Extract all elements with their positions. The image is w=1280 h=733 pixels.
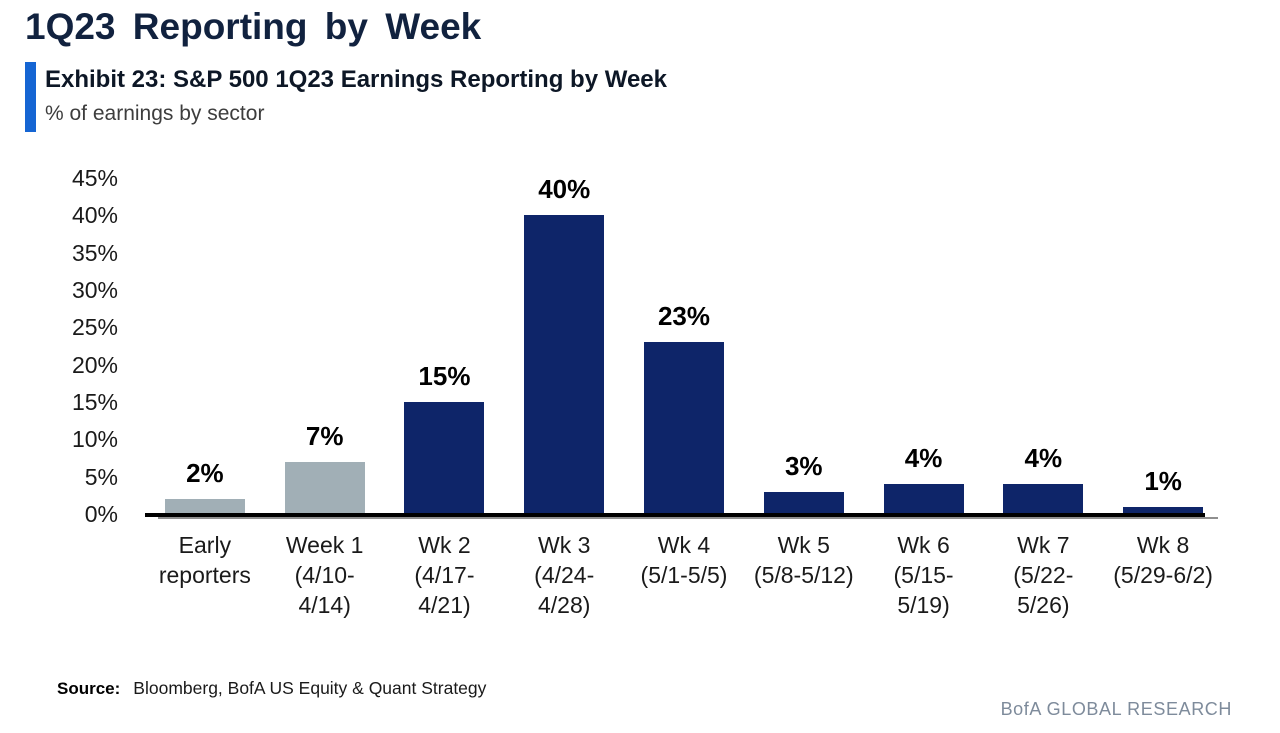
- y-tick-label: 30%: [71, 277, 118, 303]
- bar: [524, 215, 605, 514]
- bar: [1003, 484, 1084, 514]
- bar-value-label: 7%: [305, 421, 344, 451]
- x-category-label: Wk 2 (4/17- 4/21): [414, 532, 475, 618]
- bar-value-label: 3%: [784, 451, 823, 481]
- source-label: Source:: [57, 679, 121, 698]
- exhibit-accent-bar: [25, 62, 36, 132]
- footer-brand: BofA GLOBAL RESEARCH: [1000, 699, 1232, 719]
- y-tick-label: 10%: [71, 426, 118, 453]
- bar: [763, 492, 844, 514]
- bar-value-label: 2%: [186, 458, 224, 488]
- page-title: 1Q23 Reporting by Week: [25, 6, 482, 47]
- bar-value-label: 4%: [904, 443, 943, 473]
- exhibit-text-block: Exhibit 23: S&P 500 1Q23 Earnings Report…: [45, 62, 667, 132]
- x-category-label: Wk 4 (5/1-5/5): [640, 532, 728, 588]
- bar: [164, 499, 245, 514]
- bar: [644, 342, 724, 514]
- x-axis-line-shadow: [158, 517, 1218, 519]
- y-tick-label: 0%: [84, 501, 118, 527]
- y-tick-label: 5%: [84, 463, 118, 490]
- x-category-label: Wk 5 (5/8-5/12): [753, 532, 854, 588]
- x-category-label: Wk 8 (5/29-6/2): [1113, 532, 1213, 588]
- source-text: Bloomberg, BofA US Equity & Quant Strate…: [133, 678, 487, 698]
- exhibit-title: Exhibit 23: S&P 500 1Q23 Earnings Report…: [45, 66, 667, 93]
- y-tick-label: 40%: [71, 202, 118, 229]
- y-tick-label: 35%: [71, 239, 118, 266]
- x-category-label: Early reporters: [158, 532, 251, 588]
- bar-value-label: 15%: [418, 361, 471, 391]
- x-category-label: Wk 3 (4/24- 4/28): [534, 532, 595, 618]
- source-note: Source: Bloomberg, BofA US Equity & Quant…: [57, 678, 486, 699]
- bar: [1123, 507, 1204, 514]
- bar-value-label: 23%: [657, 301, 711, 331]
- bar-value-label: 40%: [538, 174, 591, 204]
- x-category-label: Wk 7 (5/22- 5/26): [1013, 532, 1074, 618]
- x-category-label: Wk 6 (5/15- 5/19): [893, 532, 954, 618]
- y-tick-label: 25%: [71, 314, 118, 341]
- bar: [404, 402, 485, 514]
- y-tick-label: 45%: [71, 165, 118, 191]
- chart-units-label: % of earnings by sector: [45, 102, 265, 125]
- x-category-label: Week 1 (4/10- 4/14): [285, 532, 364, 618]
- bar-value-label: 4%: [1024, 443, 1063, 473]
- bar: [284, 462, 365, 514]
- exhibit-header: Exhibit 23: S&P 500 1Q23 Earnings Report…: [25, 62, 667, 132]
- bar: [883, 484, 964, 514]
- y-tick-label: 15%: [71, 389, 118, 415]
- y-tick-label: 20%: [71, 351, 118, 378]
- x-axis-line: [145, 513, 1205, 517]
- bar-value-label: 1%: [1144, 466, 1182, 496]
